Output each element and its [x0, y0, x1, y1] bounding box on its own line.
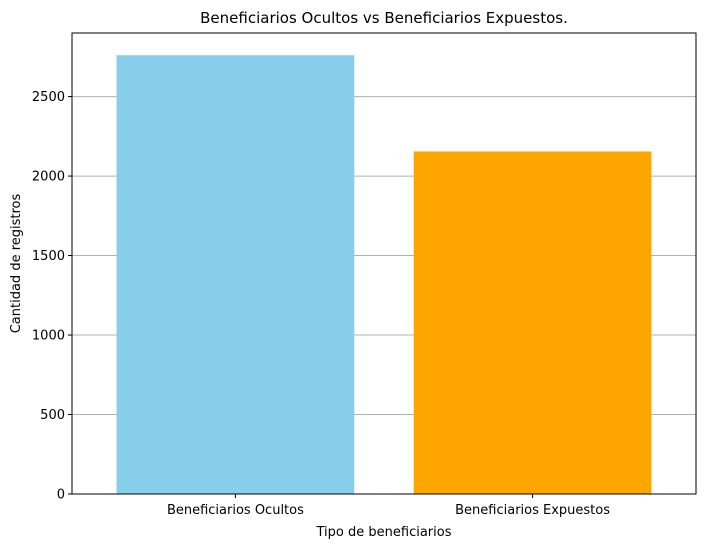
- bar-2: [413, 151, 652, 494]
- y-axis-label: Cantidad de registros: [9, 194, 24, 334]
- plot-frame: [71, 32, 697, 495]
- y-tick-label: 1000: [32, 329, 65, 344]
- x-tick-label: Beneficiarios Expuestos: [455, 503, 610, 518]
- x-axis: Beneficiarios Ocultos Beneficiarios Expue…: [167, 494, 610, 518]
- bars: [116, 55, 652, 494]
- chart-title: Beneficiarios Ocultos vs Beneficiarios E…: [200, 9, 568, 27]
- y-tick-label: 2000: [32, 170, 65, 185]
- y-tick-label: 500: [40, 408, 65, 423]
- y-tick-label: 2500: [32, 90, 65, 105]
- x-tick-label: Beneficiarios Ocultos: [167, 503, 304, 518]
- y-axis: 0 500 1000 1500 2000 2500: [32, 90, 72, 503]
- y-tick-label: 0: [57, 488, 65, 503]
- y-tick-label: 1500: [32, 249, 65, 264]
- x-axis-label: Tipo de beneficiarios: [316, 525, 452, 540]
- bar-1: [116, 55, 355, 494]
